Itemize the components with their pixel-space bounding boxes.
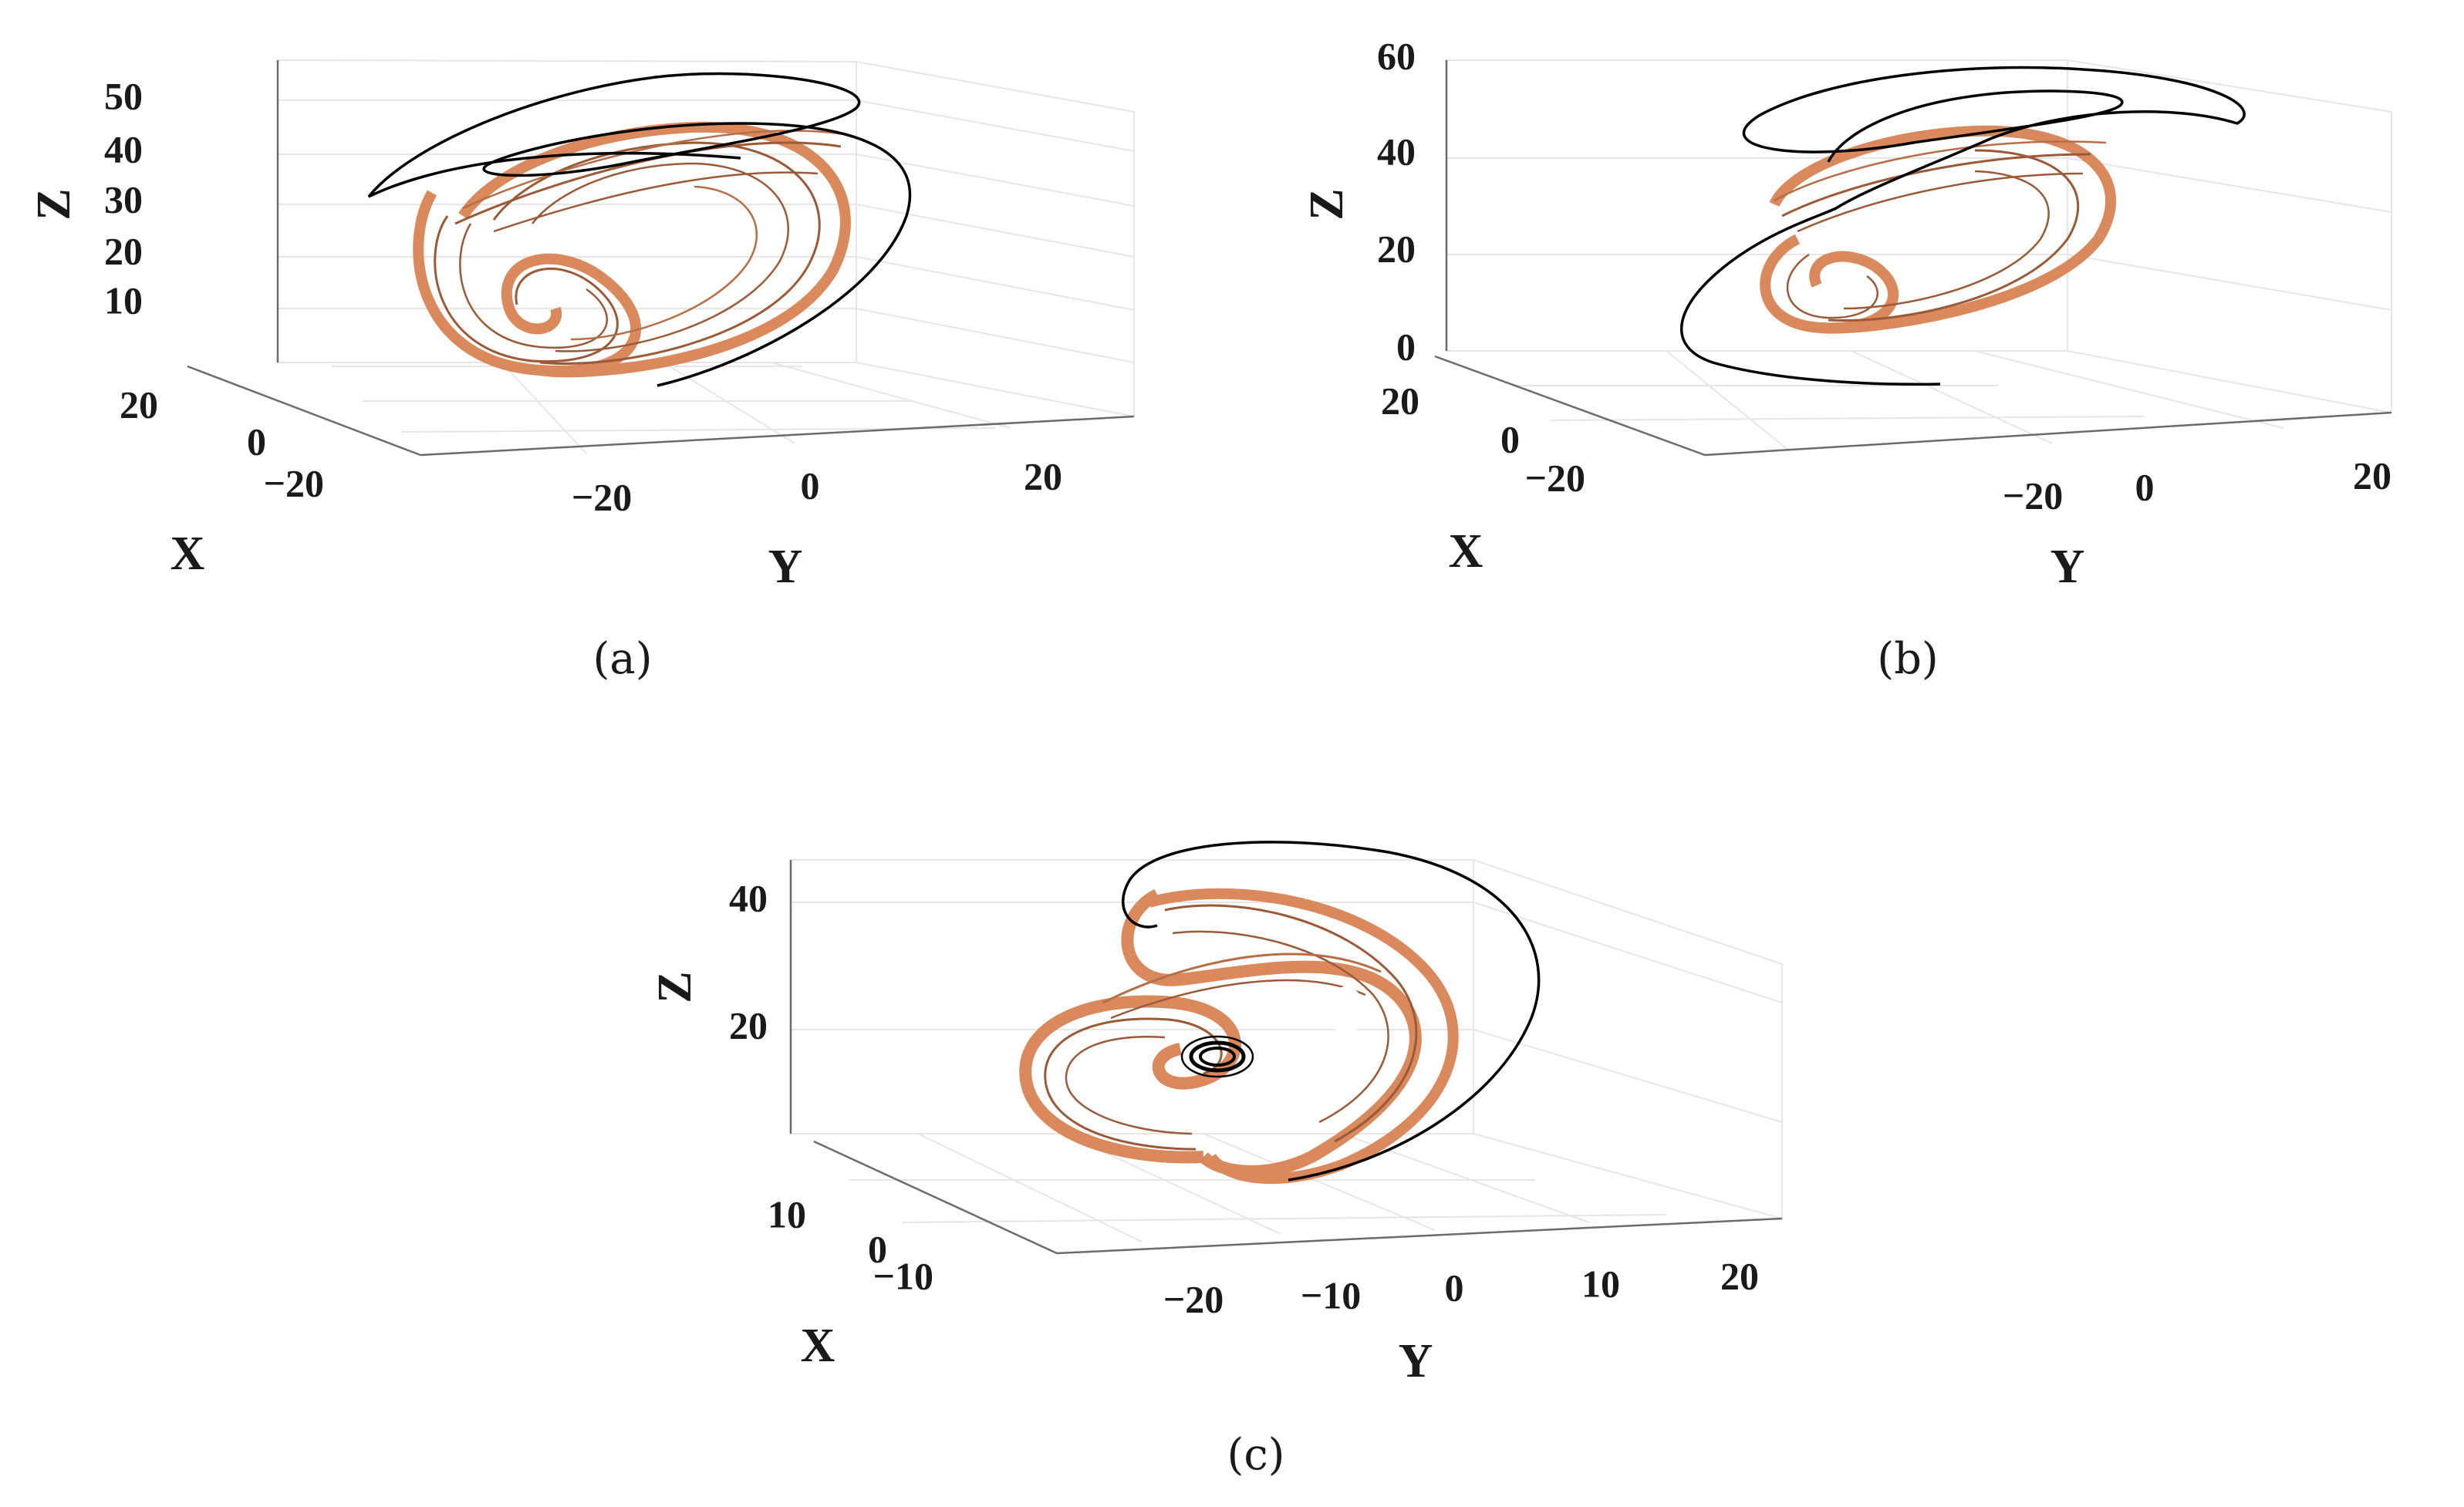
z-tick-label: 50: [104, 74, 143, 117]
x-tick-label: 20: [1381, 379, 1419, 422]
z-tick-label: 0: [1396, 325, 1416, 368]
y-tick-label: 0: [801, 464, 820, 507]
x-tick-label: −20: [1525, 456, 1586, 499]
z-tick-label: 30: [104, 177, 143, 221]
y-tick-label: 20: [1720, 1254, 1759, 1297]
panel-b-zlabel: Z: [1301, 188, 1353, 220]
x-tick-label: −20: [264, 461, 325, 504]
panel-c-axes: [789, 860, 1783, 1255]
panel-a-attractor: [413, 121, 851, 378]
y-tick-label: 20: [1024, 454, 1062, 497]
z-tick-label: 40: [1377, 130, 1416, 173]
y-tick-label: −10: [1301, 1273, 1362, 1317]
panel-a-ylabel: Y: [768, 541, 803, 593]
panel-a-zlabel: Z: [28, 188, 80, 220]
y-tick-label: −20: [572, 475, 633, 518]
x-tick-label: 20: [120, 383, 158, 426]
panel-c-zlabel: Z: [649, 971, 701, 1003]
panel-b-xlabel: X: [1449, 525, 1483, 578]
panel-a-caption: (a): [592, 634, 652, 684]
x-tick-label: −10: [873, 1254, 934, 1297]
x-tick-label: 10: [768, 1192, 806, 1236]
panel-b-caption: (b): [1877, 634, 1939, 684]
y-tick-label: −20: [1163, 1277, 1224, 1320]
panel-b-reference-trajectory: [1680, 66, 2246, 386]
panel-c-y-ticks: −20 −10 0 10 20: [1163, 1254, 1759, 1320]
panel-a-xlabel: X: [170, 528, 205, 580]
panel-a-x-ticks: 20 0−20: [120, 383, 324, 504]
panel-b-y-ticks: −20 0 20: [2003, 453, 2391, 517]
panel-c-grid: [791, 859, 1783, 1242]
panel-b-z-ticks: 0 20 40 60: [1377, 34, 1416, 368]
panel-a-y-ticks: −20 0 20: [572, 454, 1062, 518]
z-tick-label: 40: [729, 876, 768, 919]
z-tick-label: 60: [1377, 34, 1416, 77]
panel-c-x-ticks: 10 0−10: [768, 1192, 933, 1297]
panel-a-grid: [277, 59, 1135, 454]
z-tick-label: 20: [104, 229, 143, 272]
panel-c-xlabel: X: [801, 1320, 835, 1372]
x-tick-label: 0: [1500, 417, 1520, 460]
z-tick-label: 40: [104, 127, 143, 170]
panel-a-z-ticks: 10 20 30 40 50: [104, 74, 143, 322]
panel-a-axes: [187, 60, 1135, 457]
panel-c-ylabel: Y: [1399, 1335, 1433, 1387]
panel-c-caption: (c): [1227, 1430, 1284, 1480]
x-tick-label: 0: [868, 1227, 887, 1270]
z-tick-label: 20: [1377, 227, 1416, 270]
panel-c-reference-trajectory: [1121, 841, 1541, 1182]
z-tick-label: 10: [104, 278, 143, 322]
y-tick-label: 20: [2353, 453, 2391, 497]
y-tick-label: 0: [1445, 1266, 1464, 1309]
x-tick-label: 0: [247, 420, 266, 463]
panel-c-attractor: [1019, 888, 1459, 1185]
panel-b-attractor: [1760, 125, 2117, 334]
z-tick-label: 20: [729, 1003, 768, 1047]
y-tick-label: 10: [1581, 1262, 1620, 1305]
panel-a-reference-trajectory: [367, 72, 912, 387]
panel-b-ylabel: Y: [2051, 541, 2085, 593]
y-tick-label: 0: [2135, 465, 2155, 508]
panel-b-x-ticks: 20 0−20: [1381, 379, 1585, 499]
panel-b-grid: [1446, 59, 2392, 452]
y-tick-label: −20: [2003, 474, 2064, 517]
panel-b-axes: [1434, 60, 2392, 457]
